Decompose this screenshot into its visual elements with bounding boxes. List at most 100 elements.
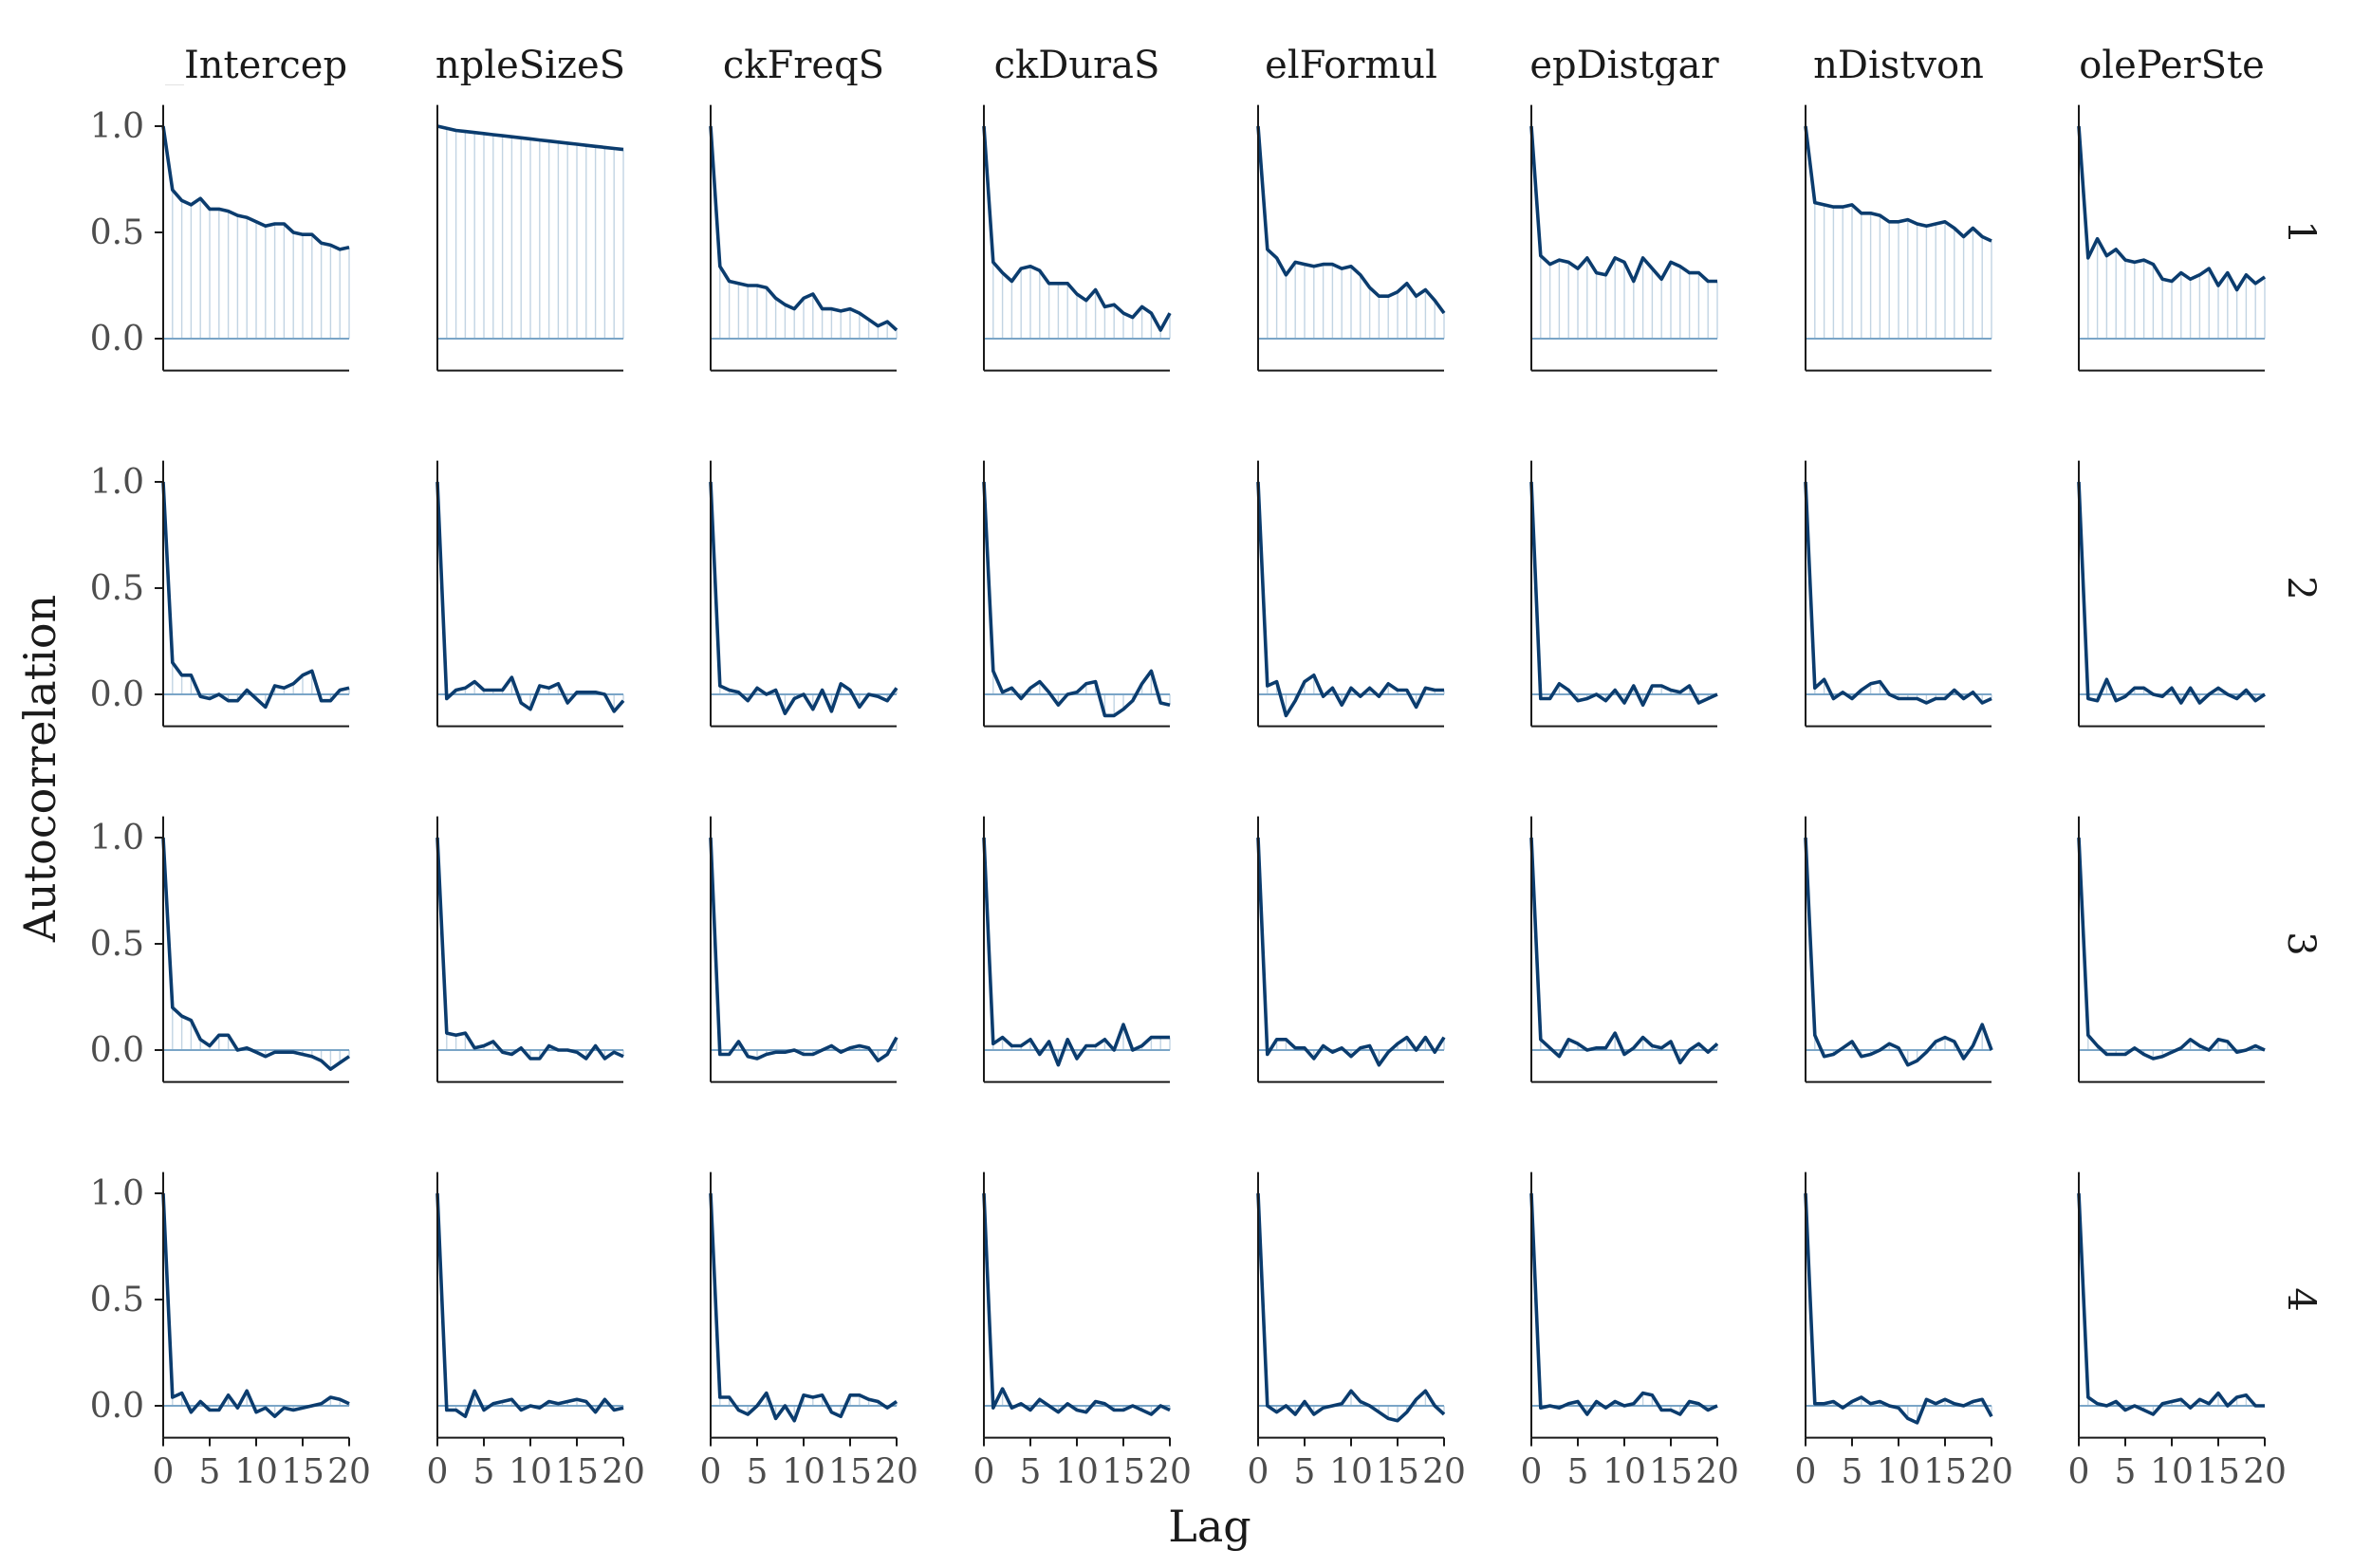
x-tick-label: 0 [2068, 1453, 2090, 1492]
acf-line [1804, 837, 1993, 1067]
y-tick-label: 0.0 [90, 1387, 144, 1426]
x-tick-label: 5 [747, 1453, 769, 1492]
x-tick-label: 20 [602, 1453, 645, 1492]
acf-line [709, 481, 899, 716]
x-tick-label: 5 [473, 1453, 495, 1492]
y-tick-label: 0.0 [90, 675, 144, 714]
x-tick-label: 5 [2115, 1453, 2137, 1492]
acf-line [2077, 125, 2267, 292]
acf-line [1256, 481, 1444, 718]
x-tick-label: 10 [1877, 1453, 1920, 1492]
x-tick-label: 20 [1422, 1453, 1466, 1492]
acf-line [1256, 125, 1446, 315]
x-tick-label: 15 [1102, 1453, 1145, 1492]
facet-panel [982, 104, 1172, 372]
y-axis-title: Autocorrelation [14, 595, 65, 943]
x-tick-label: 15 [2196, 1453, 2240, 1492]
acf-line [982, 1192, 1171, 1416]
column-title: epDistgar [1529, 44, 1719, 87]
acf-line [709, 125, 899, 332]
x-tick-label: 0 [427, 1453, 449, 1492]
facet-panel [1804, 460, 1992, 728]
acf-line [1256, 837, 1446, 1067]
facet-panel [2077, 460, 2267, 728]
x-tick-label: 5 [1294, 1453, 1316, 1492]
x-tick-label: 20 [875, 1453, 918, 1492]
column-title-group: elFormul [1265, 44, 1437, 85]
facet-panel [435, 460, 625, 728]
column-title-group: epDistgar [1529, 44, 1719, 87]
column-title-group: nDistvon [1813, 44, 1984, 87]
column-title: olePerSte [2079, 44, 2265, 87]
x-tick-label: 20 [327, 1453, 371, 1492]
x-tick-label: 20 [2243, 1453, 2287, 1492]
acf-line [1804, 481, 1992, 705]
x-tick-label: 5 [1020, 1453, 1042, 1492]
facet-panel [1256, 104, 1446, 372]
acf-line [1804, 1192, 1993, 1425]
x-tick-label: 10 [1055, 1453, 1099, 1492]
x-tick-label: 0 [973, 1453, 995, 1492]
x-tick-label: 5 [1567, 1453, 1589, 1492]
facet-panel: 0.0 0.5 1.0 [90, 816, 351, 1083]
acf-line [1529, 1192, 1718, 1416]
column-title-group: olePerSte [2079, 44, 2265, 87]
facet-panel [2077, 816, 2266, 1083]
x-tick-label: 20 [1148, 1453, 1192, 1492]
x-tick-label: 15 [1923, 1453, 1967, 1492]
row-label: 3 [2279, 932, 2323, 955]
facet-panel [1529, 816, 1719, 1083]
x-tick-label: 15 [281, 1453, 324, 1492]
facet-panel [1529, 460, 1718, 728]
facet-panel [709, 104, 899, 372]
x-tick-label: 20 [1970, 1453, 2013, 1492]
y-tick-label: 1.0 [90, 1174, 144, 1213]
acf-line [435, 1192, 624, 1418]
column-title-group: npleSizeS [435, 44, 625, 85]
column-title: nDistvon [1813, 44, 1984, 87]
x-tick-label: 10 [234, 1453, 278, 1492]
x-tick-label: 0 [1521, 1453, 1543, 1492]
acf-line [436, 124, 624, 152]
row-labels: 1 2 3 4 [2279, 220, 2323, 1311]
acf-line [435, 837, 624, 1061]
acf-line [161, 1192, 350, 1418]
facet-panel [709, 816, 899, 1083]
column-titles: _Intercep npleSizeS ckFreqS ckDuraS elFormul… [165, 44, 2265, 87]
acf-line [1804, 125, 1992, 243]
column-title: _Intercep [165, 44, 347, 87]
x-tick-label: 0 [1795, 1453, 1817, 1492]
column-title-group: ckFreqS [723, 44, 884, 85]
x-tick-label: 10 [782, 1453, 825, 1492]
x-tick-label: 5 [199, 1453, 221, 1492]
x-tick-label: 5 [1842, 1453, 1863, 1492]
x-axis-title: Lag [1168, 1501, 1251, 1552]
facet-panel: 0 5 10 15 20 [1248, 1171, 1466, 1492]
acf-line [709, 837, 899, 1062]
x-tick-label: 15 [1649, 1453, 1693, 1492]
y-tick-label: 0.5 [90, 213, 144, 252]
acf-line [1529, 481, 1718, 708]
acf-line [435, 481, 625, 713]
facet-panel [982, 816, 1171, 1083]
y-tick-label: 0.0 [90, 320, 144, 359]
x-tick-label: 15 [828, 1453, 872, 1492]
acf-line [161, 481, 350, 710]
facet-panel: 0 5 10 15 20 [2068, 1171, 2287, 1492]
y-tick-label: 0.5 [90, 925, 144, 964]
x-tick-label: 0 [153, 1453, 175, 1492]
facet-panel [1804, 816, 1993, 1083]
acf-line [1529, 837, 1719, 1065]
x-tick-label: 10 [1329, 1453, 1373, 1492]
x-tick-label: 0 [1248, 1453, 1269, 1492]
y-tick-label: 1.0 [90, 107, 144, 146]
acf-line [161, 837, 351, 1071]
y-tick-label: 1.0 [90, 819, 144, 858]
column-title: ckDuraS [994, 44, 1160, 87]
panel-grid: 0.00.51.00.00.51.00.00.51.00.00.51.00 5 10… [90, 104, 2287, 1492]
y-tick-label: 0.5 [90, 569, 144, 608]
row-label: 2 [2279, 576, 2323, 600]
acf-line [982, 837, 1170, 1067]
facet-panel: 0.0 0.5 1.0 [90, 104, 350, 372]
